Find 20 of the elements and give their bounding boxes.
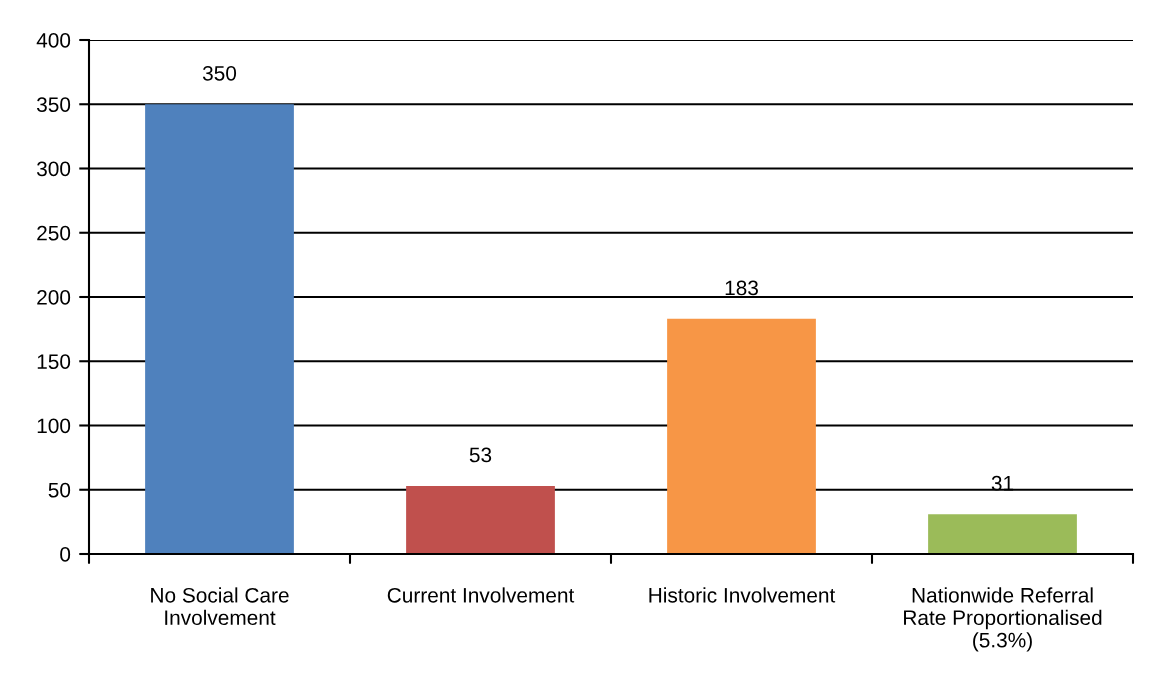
data-label: 183 xyxy=(725,280,758,296)
x-tick-label: No Social Care Involvement xyxy=(151,587,289,626)
x-tick-label: Nationwide Referral Rate Proportionalised (5.3%) xyxy=(904,587,1102,652)
bar xyxy=(406,485,555,554)
data-label: 53 xyxy=(469,447,492,463)
y-tick-label: 250 xyxy=(37,225,71,241)
bar xyxy=(145,104,294,554)
data-label: 350 xyxy=(202,65,237,81)
y-tick-label: 150 xyxy=(37,354,71,369)
x-tick-label: Historic Involvement xyxy=(649,587,836,603)
y-tick-label: 300 xyxy=(36,161,71,177)
y-tick-label: 200 xyxy=(37,290,71,305)
bar xyxy=(667,318,816,554)
x-tick-label: Current Involvement xyxy=(387,587,575,603)
y-tick-label: 0 xyxy=(60,547,71,562)
bar xyxy=(928,514,1077,554)
y-tick-label: 50 xyxy=(48,482,71,498)
y-tick-label: 100 xyxy=(37,418,71,434)
y-tick-label: 350 xyxy=(36,97,71,112)
y-tick-label: 400 xyxy=(36,33,71,48)
